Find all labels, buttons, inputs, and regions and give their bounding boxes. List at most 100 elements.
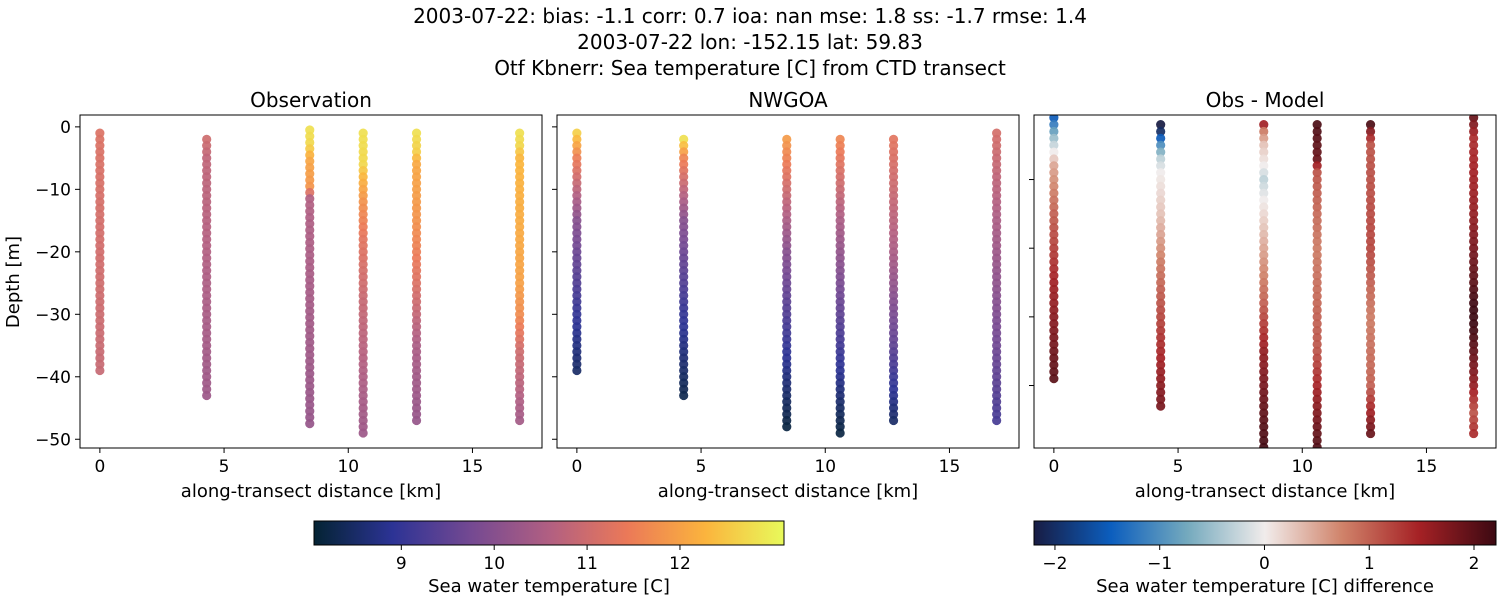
data-point: [1312, 401, 1322, 411]
data-point: [1156, 305, 1166, 315]
data-point: [1049, 168, 1059, 178]
data-point: [1312, 271, 1322, 281]
data-point: [1469, 380, 1479, 391]
y-tick-label: −20: [35, 243, 71, 263]
panel-title-nwgoa: NWGOA: [748, 88, 828, 112]
x-tick-label: 5: [696, 457, 707, 477]
panel-title-observation: Observation: [250, 88, 372, 112]
data-point: [888, 415, 899, 426]
x-tick-label: 10: [814, 457, 836, 477]
data-point: [1156, 174, 1166, 185]
x-tick-label: 0: [1048, 457, 1059, 477]
data-point: [1365, 277, 1376, 288]
colorbar-label-temperature: Sea water temperature [C]: [428, 576, 670, 597]
colorbar-label-difference: Sea water temperature [C] difference: [1096, 576, 1434, 597]
data-point: [1469, 202, 1479, 212]
data-point: [1156, 126, 1166, 137]
data-point: [1259, 154, 1269, 164]
data-point: [1156, 332, 1166, 343]
data-point: [1365, 257, 1376, 267]
data-point: [1156, 367, 1166, 377]
data-point: [1156, 195, 1166, 205]
data-point: [1469, 229, 1479, 240]
data-point: [1049, 216, 1059, 226]
data-point: [572, 365, 582, 376]
data-point: [1469, 188, 1479, 198]
title-line-2: 2003-07-22 lon: -152.15 lat: 59.83: [577, 30, 923, 54]
y-tick-label: 0: [60, 118, 71, 138]
colorbar-bar: [313, 520, 785, 546]
data-point: [1365, 325, 1376, 336]
data-point: [1259, 257, 1269, 267]
data-point: [1156, 346, 1166, 356]
data-point: [1312, 257, 1322, 267]
data-point: [1049, 133, 1059, 143]
data-point: [1365, 332, 1376, 343]
panel-title-diff: Obs - Model: [1206, 88, 1325, 112]
data-point: [1259, 435, 1269, 446]
x-tick-label: 0: [94, 457, 105, 477]
data-point: [1312, 339, 1322, 349]
data-point: [1049, 360, 1059, 370]
data-point: [1469, 168, 1479, 178]
data-point: [1469, 133, 1479, 143]
data-point: [1312, 374, 1322, 384]
data-point: [1259, 360, 1269, 370]
data-point: [1365, 133, 1376, 143]
data-point: [1259, 298, 1269, 308]
data-point: [1156, 209, 1166, 219]
y-tick-label: −30: [35, 305, 71, 325]
data-point: [1312, 422, 1322, 432]
data-point: [1469, 367, 1479, 377]
data-point: [1469, 394, 1479, 404]
colorbar-tick-label: 1: [1364, 554, 1375, 574]
data-point: [1049, 325, 1059, 336]
data-point: [1049, 223, 1059, 233]
data-point: [1049, 367, 1059, 377]
data-point: [1312, 325, 1322, 336]
data-point: [1156, 319, 1166, 329]
data-point: [1156, 291, 1166, 301]
data-point: [1312, 126, 1322, 137]
data-point: [1312, 161, 1322, 171]
data-point: [1365, 380, 1376, 391]
data-point: [679, 390, 689, 401]
data-point: [1049, 229, 1059, 240]
data-point: [1469, 428, 1479, 439]
data-point: [1259, 202, 1269, 212]
data-point: [1259, 236, 1269, 246]
data-point: [1156, 181, 1166, 192]
data-point: [1469, 195, 1479, 205]
x-tick-label: 15: [462, 457, 484, 477]
data-point: [1049, 161, 1059, 171]
data-point: [1312, 415, 1322, 425]
data-point: [1156, 250, 1166, 260]
panel-1: 0 5 10 15: [552, 114, 1020, 477]
data-point: [1312, 209, 1322, 219]
data-point: [1049, 154, 1059, 164]
data-point: [1469, 360, 1479, 370]
data-point: [1469, 209, 1479, 219]
data-point: [1365, 250, 1376, 260]
data-point: [1312, 305, 1322, 315]
data-point: [1469, 115, 1479, 123]
data-point: [1469, 415, 1479, 425]
data-point: [1259, 394, 1269, 404]
data-point: [1365, 168, 1376, 178]
data-point: [1259, 161, 1269, 171]
data-point: [1312, 188, 1322, 198]
data-point: [1049, 353, 1059, 363]
data-point: [1049, 181, 1059, 192]
data-point: [1365, 188, 1376, 198]
data-point: [1469, 319, 1479, 329]
data-point: [1469, 312, 1479, 322]
data-point: [1365, 387, 1376, 397]
x-tick-label: 10: [1291, 457, 1313, 477]
x-axis-label-nwgoa: along-transect distance [km]: [658, 481, 918, 502]
title-line-3: Otf Kbnerr: Sea temperature [C] from CTD…: [494, 56, 1006, 80]
data-point: [1365, 154, 1376, 164]
data-point: [1259, 367, 1269, 377]
data-point: [1312, 284, 1322, 294]
data-point: [1259, 422, 1269, 432]
